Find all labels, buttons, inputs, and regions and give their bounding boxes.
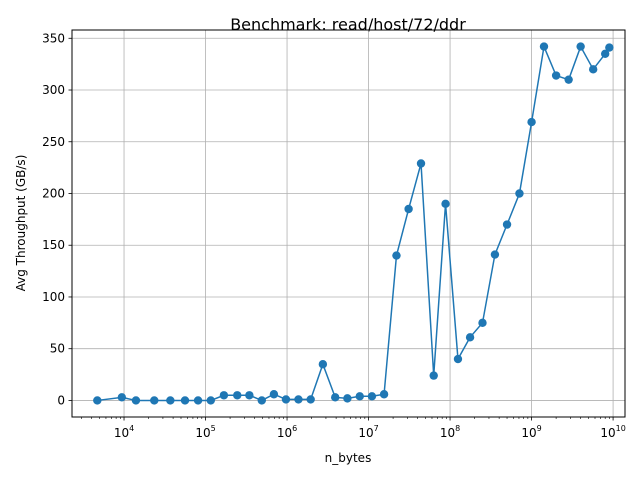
- x-tick-exponent: 8: [455, 424, 460, 433]
- y-tick-label: 150: [42, 238, 65, 252]
- data-point: [379, 390, 389, 399]
- data-point: [465, 333, 475, 342]
- x-tick-exponent: 7: [374, 424, 379, 433]
- data-point: [281, 395, 291, 404]
- series-group: [93, 42, 614, 405]
- data-point: [355, 392, 364, 401]
- x-tick-exponent: 4: [129, 424, 134, 433]
- data-point: [219, 391, 229, 400]
- data-point: [551, 71, 561, 80]
- x-tick-base: 10: [195, 426, 210, 440]
- data-point: [539, 42, 549, 51]
- data-point: [367, 392, 377, 401]
- x-tick-base: 10: [521, 426, 536, 440]
- data-point: [331, 393, 340, 402]
- x-tick-exponent: 6: [292, 424, 297, 433]
- x-axis: 104 105 106 107 108 109 1010: [81, 417, 626, 440]
- data-point: [515, 189, 524, 198]
- y-tick-label: 0: [57, 393, 65, 407]
- data-point: [502, 220, 512, 229]
- x-tick-base: 10: [440, 426, 455, 440]
- data-point: [193, 396, 203, 405]
- x-tick-label: 105: [195, 424, 215, 440]
- data-point: [600, 49, 610, 58]
- data-point: [404, 204, 413, 214]
- x-tick-label: 106: [277, 424, 297, 440]
- x-tick-exponent: 10: [616, 424, 626, 433]
- data-point: [429, 371, 438, 380]
- chart-title: Benchmark: read/host/72/ddr: [230, 15, 466, 34]
- x-tick-base: 10: [114, 426, 129, 440]
- data-point: [166, 396, 175, 405]
- data-point: [605, 43, 614, 52]
- x-tick-label: 107: [358, 424, 378, 440]
- grid: [72, 30, 625, 417]
- data-point: [180, 396, 190, 405]
- data-point: [343, 394, 352, 403]
- data-point: [131, 396, 141, 405]
- x-tick-label: 104: [114, 424, 134, 440]
- y-tick-label: 50: [50, 342, 65, 356]
- data-point: [564, 75, 573, 84]
- plot-frame: [71, 29, 626, 418]
- y-axis-label: Avg Throughput (GB/s): [14, 155, 28, 292]
- data-point: [294, 395, 303, 404]
- data-point: [306, 395, 315, 404]
- data-point: [245, 391, 254, 400]
- data-point: [206, 396, 215, 405]
- x-tick-label: 109: [521, 424, 541, 440]
- x-tick-exponent: 9: [537, 424, 542, 433]
- x-tick-label: 1010: [600, 424, 625, 440]
- series-line: [97, 43, 610, 402]
- y-tick-label: 250: [42, 135, 65, 149]
- y-axis: 0 50 100 150 200 250 300 350: [42, 31, 72, 407]
- data-point: [453, 354, 463, 364]
- data-point: [117, 393, 127, 402]
- data-point: [150, 396, 159, 405]
- y-tick-label: 350: [42, 31, 65, 45]
- data-point: [416, 159, 426, 168]
- data-point: [233, 391, 242, 400]
- x-tick-base: 10: [358, 426, 373, 440]
- data-point: [478, 318, 487, 328]
- x-tick-base: 10: [277, 426, 292, 440]
- data-point: [576, 42, 585, 51]
- data-point: [588, 65, 598, 74]
- x-tick-label: 108: [440, 424, 460, 440]
- data-point: [269, 390, 279, 399]
- data-point: [392, 251, 401, 260]
- data-point: [257, 396, 266, 405]
- data-point: [93, 396, 102, 405]
- data-point: [318, 360, 328, 369]
- x-tick-exponent: 5: [211, 424, 216, 433]
- y-tick-label: 300: [42, 83, 65, 97]
- x-tick-base: 10: [600, 426, 615, 440]
- data-point: [527, 117, 536, 127]
- y-tick-label: 100: [42, 290, 65, 304]
- data-point: [490, 250, 500, 259]
- data-point: [441, 199, 450, 209]
- x-axis-label: n_bytes: [325, 451, 372, 465]
- y-tick-label: 200: [42, 186, 65, 200]
